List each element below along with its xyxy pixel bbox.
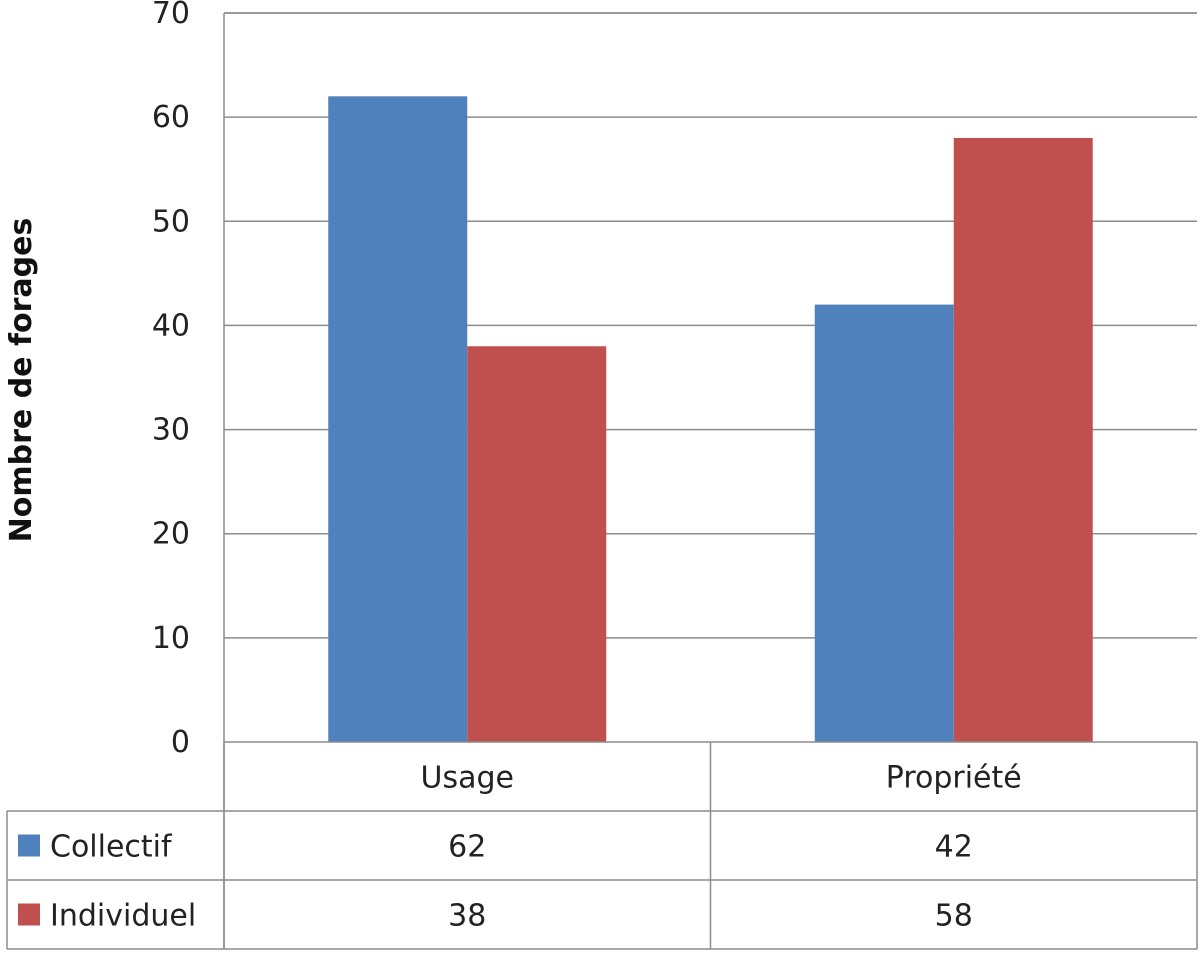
y-tick-label: 50 <box>152 204 190 239</box>
legend-label: Collectif <box>50 830 173 865</box>
legend-label: Individuel <box>50 899 196 934</box>
x-category-label: Propriété <box>886 761 1022 796</box>
bar-individuel-2 <box>953 137 1093 742</box>
bars <box>328 96 1093 743</box>
x-category-label: Usage <box>421 761 514 796</box>
bar-collectif-2 <box>814 304 954 742</box>
bar-individuel-1 <box>467 346 607 742</box>
y-tick-label: 0 <box>171 725 190 760</box>
y-axis-ticks: 0 10 20 30 40 50 60 70 <box>152 0 190 760</box>
table-value: 38 <box>448 899 486 934</box>
legend-key-individuel <box>18 903 40 926</box>
table-value: 62 <box>448 830 486 865</box>
table-value: 58 <box>935 899 973 934</box>
data-table: Usage Propriété Collectif 62 42 Individuel 38 5… <box>6 741 1198 950</box>
y-tick-label: 40 <box>152 308 190 343</box>
y-tick-label: 30 <box>152 413 190 448</box>
legend-key-collectif <box>18 834 40 857</box>
table-value: 42 <box>935 830 973 865</box>
y-tick-label: 20 <box>152 517 190 552</box>
y-tick-label: 60 <box>152 100 190 135</box>
y-tick-label: 70 <box>152 0 190 31</box>
y-axis-title: Nombre de forages <box>4 218 39 543</box>
bar-collectif-1 <box>328 96 468 743</box>
y-tick-label: 10 <box>152 621 190 656</box>
